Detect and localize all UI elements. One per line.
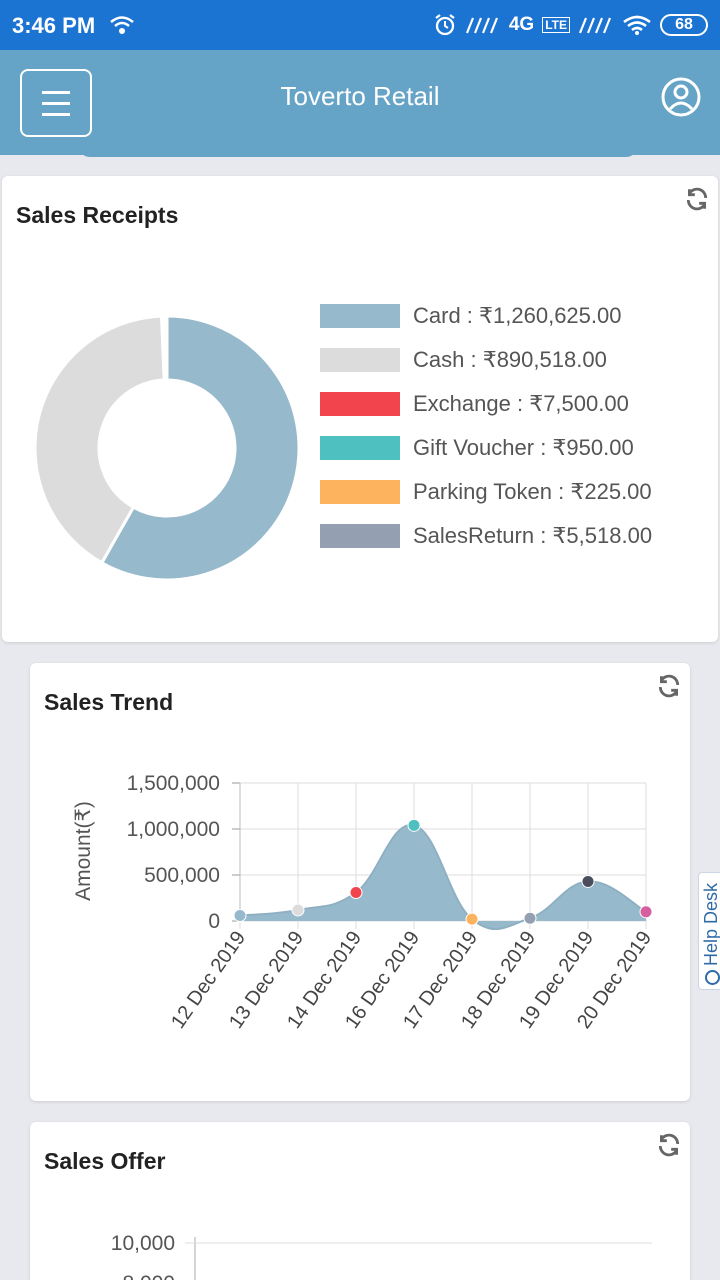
donut-slice [99, 314, 301, 582]
status-bar: 3:46 PM 4G LTE 68 [0, 0, 720, 50]
y-axis-label: Amount(₹) [72, 801, 95, 901]
network-type: 4G [508, 14, 535, 35]
legend-label: Parking Token [413, 479, 570, 504]
legend-label: Card [413, 303, 479, 328]
legend-label: Exchange [413, 391, 529, 416]
data-point[interactable] [233, 908, 247, 922]
series-line [239, 824, 647, 930]
y-tick-label: 0 [208, 910, 220, 933]
legend-swatch [320, 480, 400, 504]
signal-strength-icon-2 [578, 17, 612, 34]
legend-value: ₹950.00 [552, 435, 634, 460]
data-point[interactable] [581, 874, 595, 888]
legend-value: ₹1,260,625.00 [479, 303, 622, 328]
help-desk-text: Help Desk [701, 882, 720, 966]
help-desk-label: Help Desk [701, 883, 720, 985]
signal-strength-icon [465, 17, 498, 34]
y-tick-label: 500,000 [144, 864, 220, 887]
wifi-icon [623, 15, 651, 35]
data-point[interactable] [291, 903, 305, 917]
legend-text: Card₹1,260,625.00 [413, 303, 621, 329]
legend-text: Cash₹890,518.00 [413, 347, 607, 373]
app-title: Toverto Retail [280, 81, 440, 111]
menu-button[interactable] [20, 69, 92, 137]
legend-item[interactable]: Gift Voucher₹950.00 [320, 433, 634, 463]
sales-receipts-card: Sales Receipts Card₹1,260,625.00 Cash₹890… [2, 176, 718, 642]
sales-receipts-donut-chart [33, 314, 301, 582]
y-tick-label: 10,000 [111, 1232, 175, 1255]
legend-swatch [320, 524, 400, 548]
menu-icon-bar [42, 112, 70, 116]
menu-icon-bar [42, 90, 70, 94]
legend-label: Cash [413, 347, 483, 372]
wifi-calling-icon [110, 16, 134, 34]
data-point[interactable] [349, 885, 363, 899]
data-point[interactable] [407, 818, 421, 832]
legend-item[interactable]: Cash₹890,518.00 [320, 345, 607, 375]
status-icons: 4G LTE 68 [433, 12, 708, 38]
card-title: Sales Offer [44, 1148, 166, 1174]
donut-slice [163, 314, 169, 382]
legend-item[interactable]: SalesReturn₹5,518.00 [320, 521, 652, 551]
area-fill [240, 824, 646, 930]
help-desk-tab[interactable]: Help Desk [698, 872, 720, 990]
card-title: Sales Receipts [16, 202, 179, 228]
sales-trend-card: Sales Trend 1,500,000 1,000,000 500,000 0 12… [30, 663, 690, 1101]
sales-offer-card: Sales Offer 10,000 8,000 [30, 1122, 690, 1280]
refresh-icon[interactable] [656, 673, 682, 699]
refresh-icon[interactable] [656, 1132, 682, 1158]
legend-value: ₹225.00 [570, 479, 652, 504]
legend-text: Gift Voucher₹950.00 [413, 435, 634, 461]
legend-item[interactable]: Exchange₹7,500.00 [320, 389, 629, 419]
menu-icon-bar [42, 101, 70, 105]
legend-swatch [320, 304, 400, 328]
legend-label: SalesReturn [413, 523, 552, 548]
legend-value: ₹7,500.00 [529, 391, 629, 416]
legend-item[interactable]: Parking Token₹225.00 [320, 477, 652, 507]
donut-slice [33, 314, 166, 565]
data-point[interactable] [639, 905, 653, 919]
legend-text: Parking Token₹225.00 [413, 479, 652, 505]
help-icon [704, 970, 720, 985]
legend-swatch [320, 392, 400, 416]
y-tick-label: 8,000 [122, 1272, 175, 1280]
app-bar: Toverto Retail [0, 50, 720, 155]
legend-text: Exchange₹7,500.00 [413, 391, 629, 417]
y-tick-label: 1,000,000 [127, 818, 220, 841]
volte-badge: LTE [542, 17, 570, 33]
alarm-icon [435, 14, 455, 36]
legend-item[interactable]: Card₹1,260,625.00 [320, 301, 621, 331]
legend-text: SalesReturn₹5,518.00 [413, 523, 652, 549]
status-time: 3:46 PM [12, 13, 96, 38]
data-point[interactable] [523, 911, 537, 925]
sales-offer-bar-chart: 10,000 8,000 [111, 1232, 652, 1280]
battery-indicator: 68 [660, 14, 708, 36]
y-tick-label: 1,500,000 [127, 772, 220, 795]
legend-swatch [320, 436, 400, 460]
refresh-icon[interactable] [684, 186, 710, 212]
legend-value: ₹5,518.00 [552, 523, 653, 548]
data-point[interactable] [465, 912, 479, 926]
card-title: Sales Trend [44, 689, 174, 715]
legend-swatch [320, 348, 400, 372]
legend-value: ₹890,518.00 [482, 347, 607, 372]
app-bar-tab [78, 145, 638, 157]
user-profile-icon[interactable] [661, 77, 701, 117]
legend-label: Gift Voucher [413, 435, 552, 460]
